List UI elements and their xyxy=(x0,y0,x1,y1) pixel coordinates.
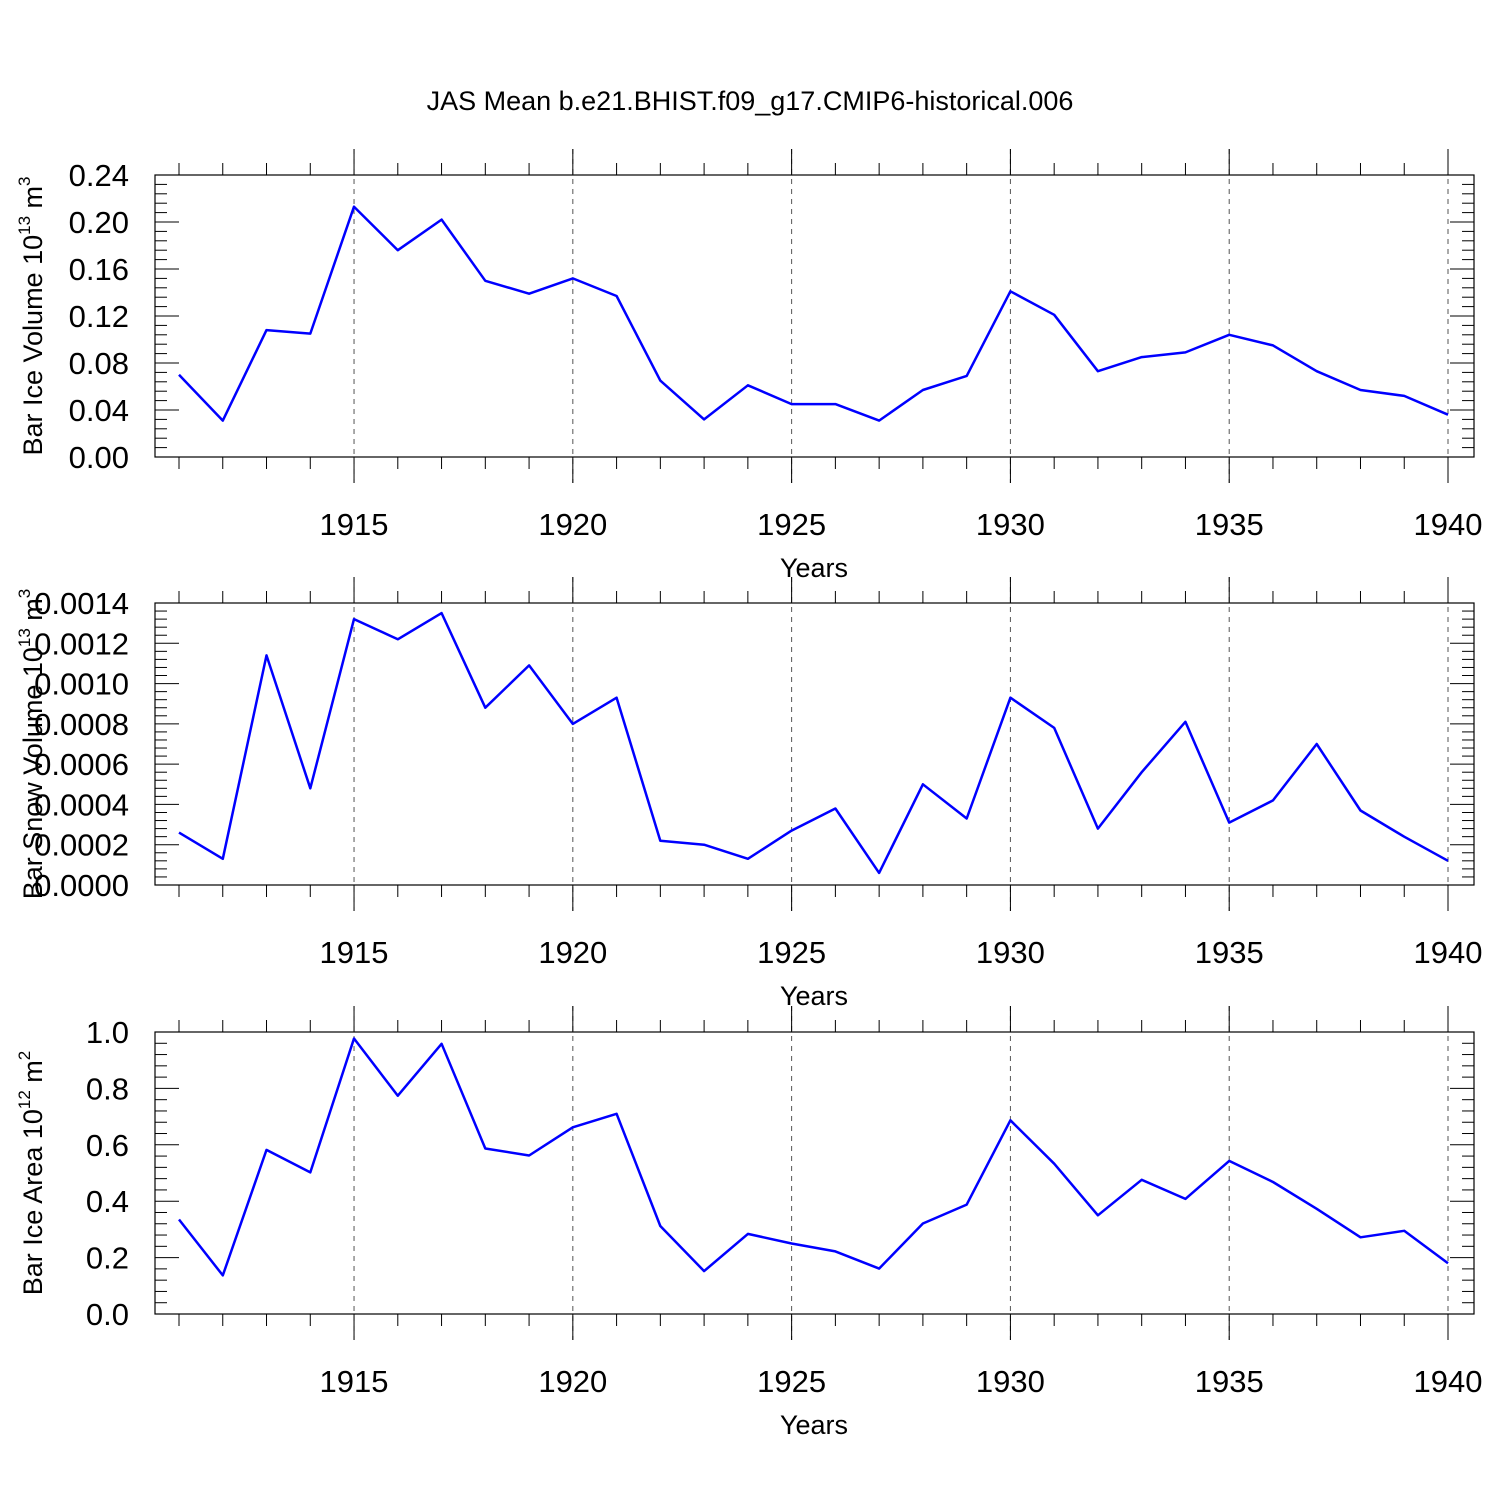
y-tick-label: 0.0014 xyxy=(34,586,129,621)
x-axis-label: Years xyxy=(780,553,848,583)
y-label-exponent: 12 xyxy=(15,1090,34,1109)
panels: 0.00 0.04 0.08 0.12 0.16 0.20 0.24 1915 1920 1925… xyxy=(15,149,1482,1440)
y-tick-label: 0.6 xyxy=(86,1128,129,1163)
x-tick-label: 1940 xyxy=(1414,935,1483,970)
x-axis-label: Years xyxy=(780,981,848,1011)
chart-title: JAS Mean b.e21.BHIST.f09_g17.CMIP6-histo… xyxy=(427,86,1074,116)
y-tick-label: 1.0 xyxy=(86,1015,129,1050)
y-tick-label: 0.16 xyxy=(69,252,129,287)
y-tick-label: 0.08 xyxy=(69,346,129,381)
plot-frame xyxy=(154,1031,1475,1315)
panel-1: 0.00 0.04 0.08 0.12 0.16 0.20 0.24 1915 1920 1925… xyxy=(15,149,1482,583)
x-tick-label: 1915 xyxy=(320,507,389,542)
y-label-unit-exponent: 2 xyxy=(15,1051,34,1060)
x-tick-label: 1940 xyxy=(1414,507,1483,542)
x-tick-label: 1920 xyxy=(538,935,607,970)
series-line xyxy=(178,205,1449,422)
x-tick-label: 1930 xyxy=(976,507,1045,542)
y-axis-label: Bar Ice Area 1012 m2 xyxy=(15,1051,48,1296)
y-label-main: Bar Ice Volume 10 xyxy=(18,235,48,456)
x-tick-label: 1935 xyxy=(1195,935,1264,970)
y-label-unit: m xyxy=(18,186,48,216)
y-label-unit: m xyxy=(18,1060,48,1090)
y-axis-label: Bar Snow Volume 1013 m3 xyxy=(15,589,48,900)
y-tick-label: 0.0006 xyxy=(34,747,129,782)
y-tick-label: 0.24 xyxy=(69,158,129,193)
y-tick-label: 0.0002 xyxy=(34,828,129,863)
y-label-main: Bar Ice Area 10 xyxy=(18,1109,48,1295)
y-label-unit-exponent: 3 xyxy=(15,176,34,185)
y-tick-label: 0.0004 xyxy=(34,787,129,822)
y-tick-label: 0.0000 xyxy=(34,868,129,903)
y-tick-label: 0.0 xyxy=(86,1297,129,1332)
plot-frame xyxy=(154,602,1475,886)
x-tick-label: 1920 xyxy=(538,1364,607,1399)
y-label-unit-exponent: 3 xyxy=(15,589,34,598)
y-label-exponent: 13 xyxy=(15,628,34,647)
x-tick-label: 1925 xyxy=(757,507,826,542)
x-tick-label: 1920 xyxy=(538,507,607,542)
x-tick-label: 1935 xyxy=(1195,1364,1264,1399)
y-tick-label: 0.8 xyxy=(86,1071,129,1106)
panel-3: 0.0 0.2 0.4 0.6 0.8 1.0 1915 1920 1925 1930 1935 19… xyxy=(15,1006,1482,1440)
y-tick-label: 0.4 xyxy=(86,1184,129,1219)
y-tick-label: 0.0012 xyxy=(34,626,129,661)
y-axis-label: Bar Ice Volume 1013 m3 xyxy=(15,176,48,455)
x-tick-label: 1915 xyxy=(320,935,389,970)
x-tick-label: 1930 xyxy=(976,1364,1045,1399)
x-tick-label: 1935 xyxy=(1195,507,1264,542)
series-line xyxy=(178,611,1449,875)
x-tick-label: 1925 xyxy=(757,935,826,970)
y-label-main: Bar Snow Volume 10 xyxy=(18,647,48,899)
x-tick-label: 1915 xyxy=(320,1364,389,1399)
x-tick-label: 1925 xyxy=(757,1364,826,1399)
y-tick-label: 0.12 xyxy=(69,299,129,334)
y-label-unit: m xyxy=(18,598,48,628)
x-axis-label: Years xyxy=(780,1410,848,1440)
y-tick-label: 0.2 xyxy=(86,1241,129,1276)
y-label-exponent: 13 xyxy=(15,216,34,235)
x-tick-label: 1940 xyxy=(1414,1364,1483,1399)
y-tick-label: 0.00 xyxy=(69,440,129,475)
plot-frame xyxy=(154,174,1475,458)
x-tick-label: 1930 xyxy=(976,935,1045,970)
y-tick-label: 0.0008 xyxy=(34,707,129,742)
y-tick-label: 0.04 xyxy=(69,393,129,428)
panel-2: 0.0000 0.0002 0.0004 0.0006 0.0008 0.0010 0.00… xyxy=(15,577,1482,1011)
series-line xyxy=(178,1037,1449,1277)
y-tick-label: 0.20 xyxy=(69,205,129,240)
y-tick-label: 0.0010 xyxy=(34,667,129,702)
